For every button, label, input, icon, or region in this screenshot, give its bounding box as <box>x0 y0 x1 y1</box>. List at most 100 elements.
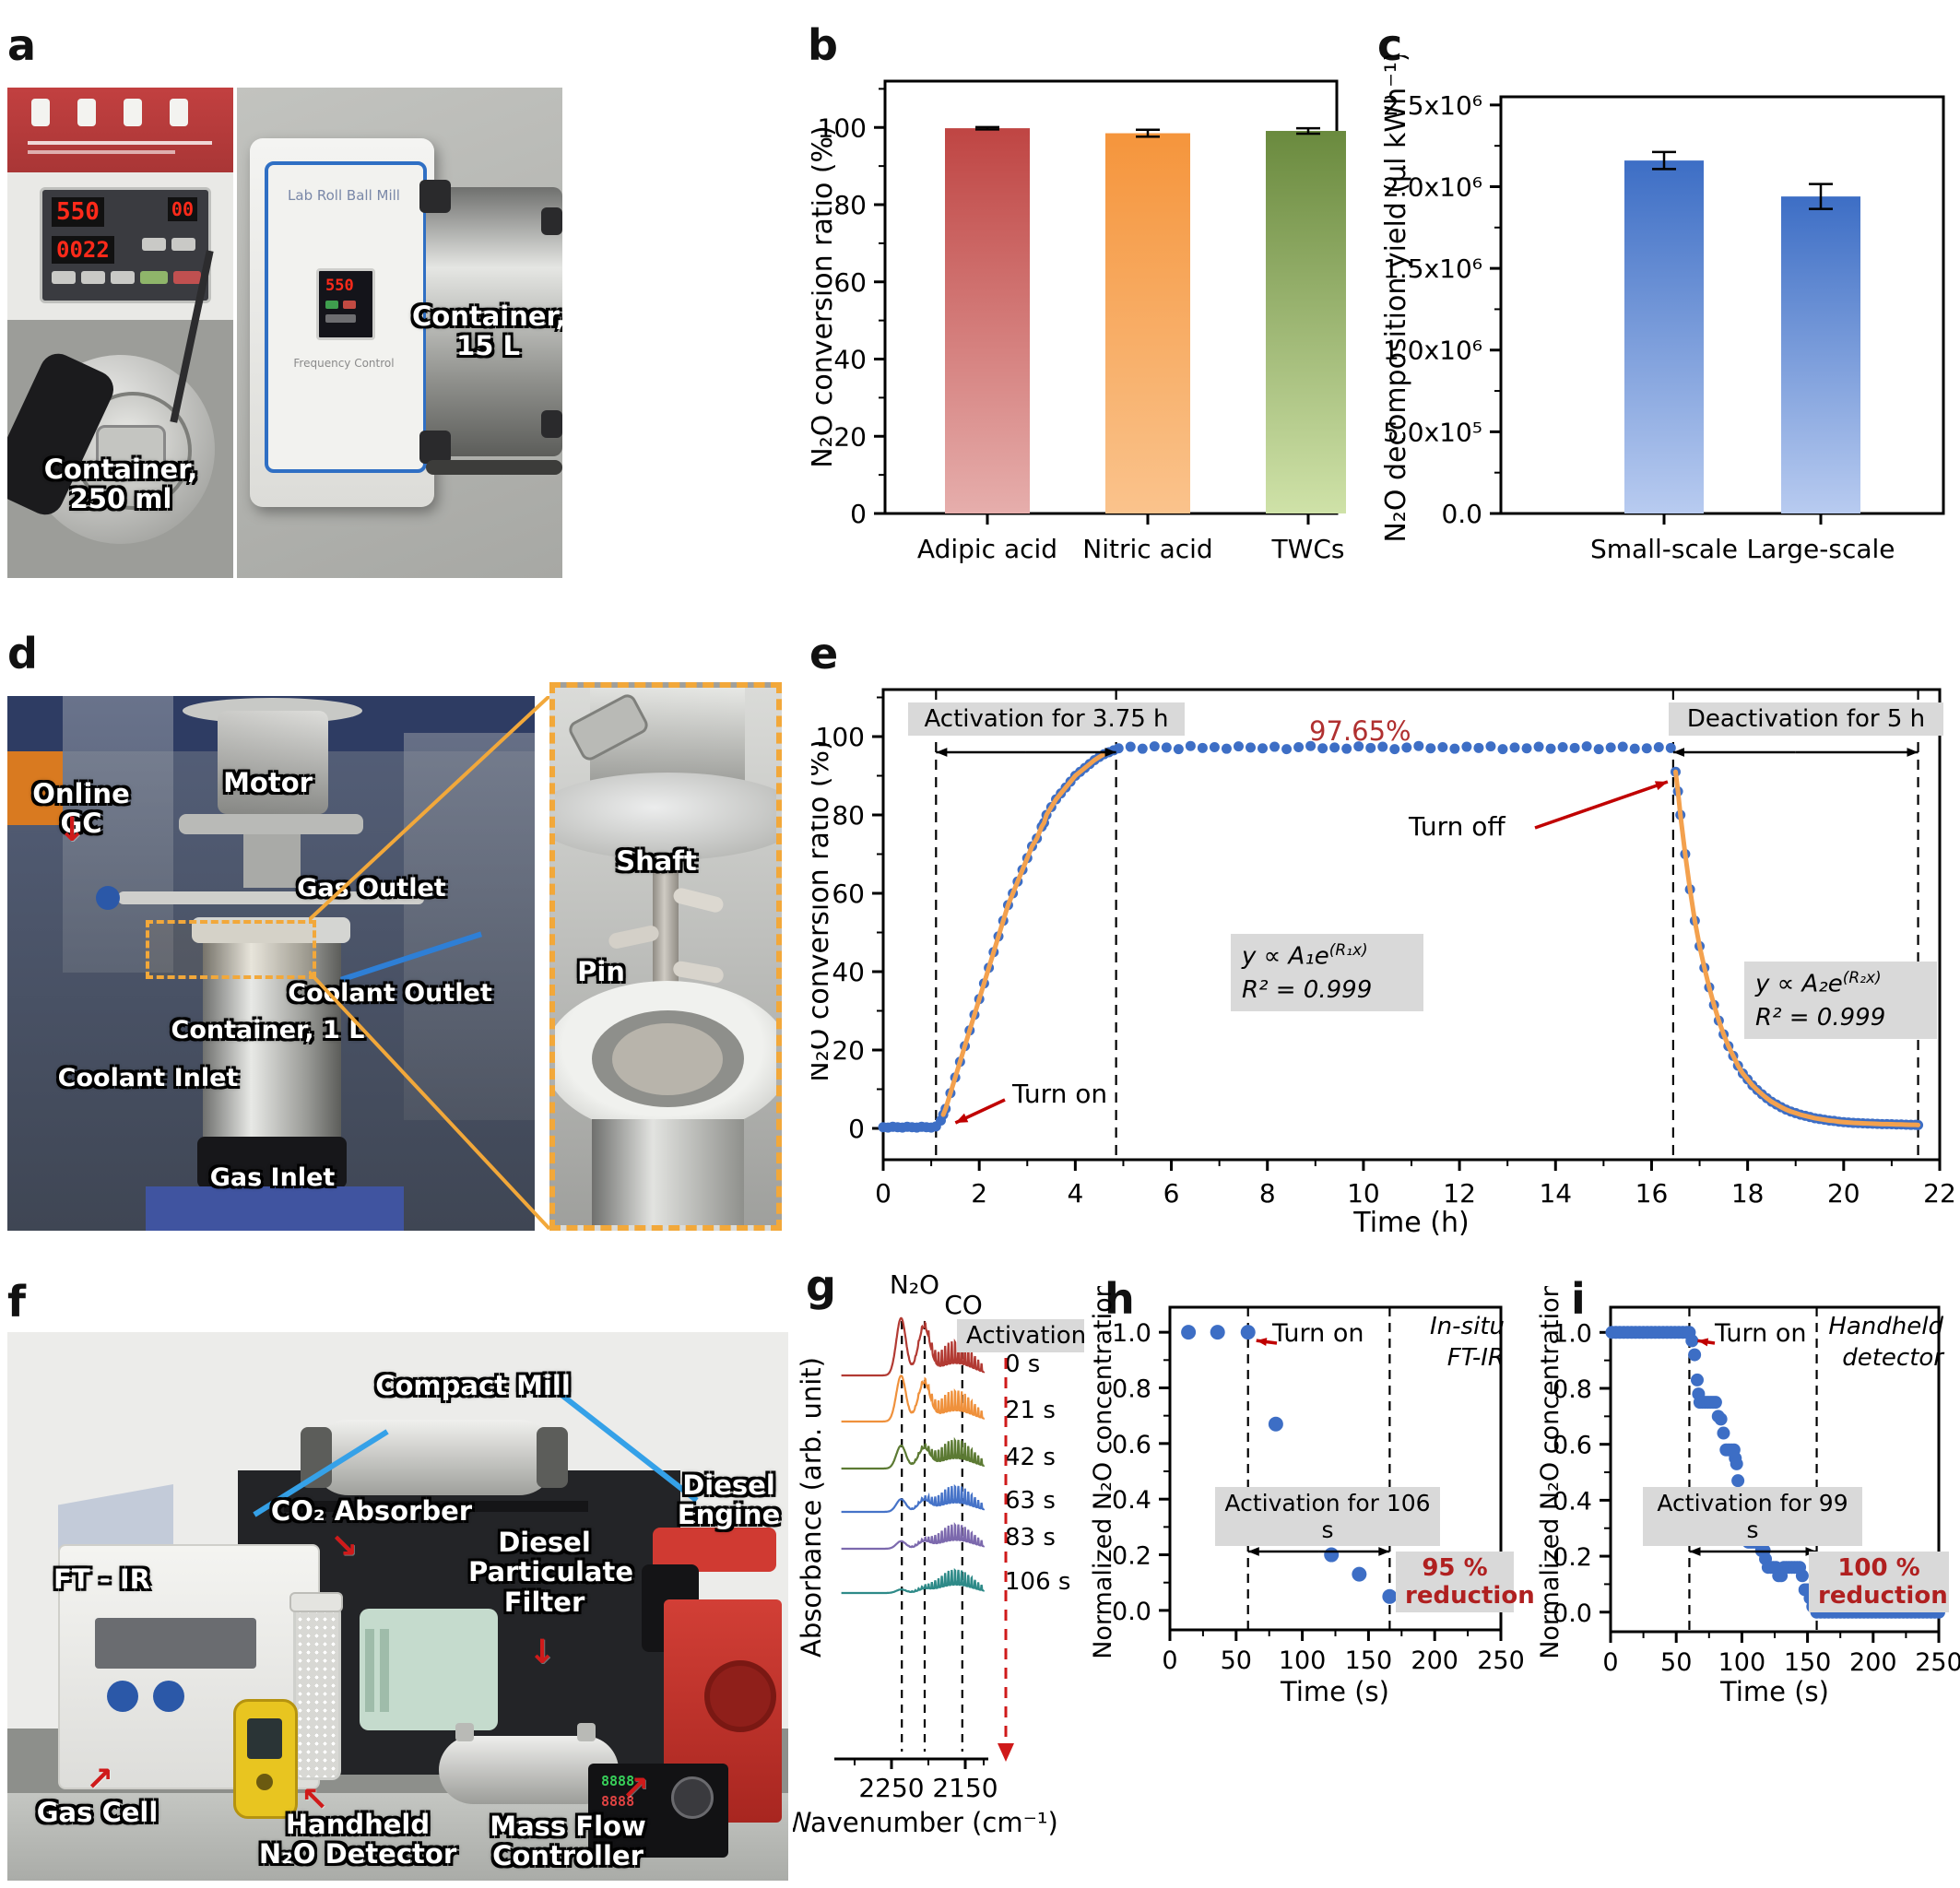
data-point <box>1401 742 1412 753</box>
frequency-display: 550 <box>316 268 375 340</box>
panel-b-letter: b <box>808 20 838 70</box>
machine-title: Lab Roll Ball Mill <box>288 187 400 204</box>
decay-fit-r2: R² = 0.999 <box>1755 1003 1886 1032</box>
x-tick-label: 2250 <box>858 1773 924 1803</box>
plot-frame <box>1609 1305 1941 1634</box>
y-tick-label: 5.0x10⁵ <box>1383 417 1482 447</box>
motor-vent <box>365 1629 374 1712</box>
i-activation-annotation: Activation for 99 s <box>1643 1487 1862 1546</box>
co2-absorber-column <box>293 1604 341 1780</box>
n2o-yield-bar-chart: N₂O decomposition yield (µl kWh⁻¹) 0.0 5.… <box>1380 51 1945 564</box>
panel-b-chart: N₂O conversion ratio (%) 0 20 40 60 80 100 Adi… <box>807 55 1351 590</box>
data-point <box>1665 742 1676 753</box>
arrow-head <box>936 748 948 757</box>
mfc-display-red: 8888 <box>601 1793 635 1810</box>
y-tick-label: 60 <box>833 267 867 298</box>
y-tick-label: 60 <box>832 879 865 909</box>
trace-time-label: 0 s <box>1005 1351 1040 1378</box>
panel-i-letter: i <box>1571 1274 1586 1324</box>
photo-stirred-reactor: Online GC ↓ Motor Gas Outlet Coolant Out… <box>7 696 535 1231</box>
y-tick-label: 0.4 <box>1553 1487 1592 1516</box>
x-tick-label: 6 <box>1163 1178 1180 1209</box>
jar-lid <box>96 425 166 473</box>
i-x-axis-title: Time (s) <box>1719 1676 1829 1707</box>
y-tick-label: 2.5x10⁶ <box>1383 90 1482 121</box>
data-point <box>1473 742 1484 753</box>
data-point <box>1269 741 1281 752</box>
y-tick-label: 1.5x10⁶ <box>1383 254 1482 284</box>
data-point <box>1545 743 1556 754</box>
data-point <box>1197 742 1208 753</box>
x-tick-label: 4 <box>1067 1178 1083 1209</box>
timer-display: 0022 <box>52 236 114 264</box>
upper-flange <box>555 773 776 860</box>
panel-g-letter: g <box>806 1261 836 1311</box>
motor-base-disc <box>179 814 363 834</box>
decay-fit-equation: y ∝ A₂e(R₂x) R² = 0.999 <box>1744 962 1937 1039</box>
co-species-label: CO <box>944 1290 983 1320</box>
data-point <box>1717 1426 1730 1440</box>
background-panel <box>404 733 535 1120</box>
x-tick-label: 2 <box>971 1178 987 1209</box>
photo-roll-ball-mill: Lab Roll Ball Mill 550 Frequency Control… <box>237 88 562 578</box>
category-label: Large-scale <box>1746 534 1895 564</box>
panel-c-letter: c <box>1377 20 1403 70</box>
y-tick-label: 0.0 <box>1112 1598 1151 1626</box>
h-turn-on-annotation: Turn on <box>1272 1319 1364 1348</box>
data-point <box>1569 742 1580 753</box>
data-point <box>1714 1412 1728 1426</box>
fit-line <box>1673 769 1921 1127</box>
data-point <box>1688 1348 1702 1362</box>
y-tick-label: 0.2 <box>1553 1543 1592 1572</box>
data-point <box>1685 1334 1699 1348</box>
activation-arrow-head <box>998 1743 1014 1762</box>
x-tick-label: 0 <box>1602 1648 1618 1677</box>
shaft-label: Shaft <box>616 845 697 877</box>
y-tick-label: 0.8 <box>1553 1375 1592 1404</box>
clamp-block <box>419 180 451 213</box>
data-point <box>1209 741 1220 752</box>
data-point <box>1240 1325 1256 1340</box>
data-point <box>1257 743 1269 754</box>
data-point <box>1382 1588 1398 1604</box>
h-y-axis-title: Normalized N₂O concentration <box>1089 1286 1117 1659</box>
x-tick-label: 100 <box>1718 1648 1766 1677</box>
data-point <box>1317 743 1328 754</box>
data-point <box>1509 742 1520 753</box>
bar-nitric-acid <box>1105 133 1190 513</box>
data-point <box>1653 741 1664 752</box>
x-tick-label: 0 <box>875 1178 891 1209</box>
category-label: TWCs <box>1271 534 1345 564</box>
conversion-time-chart: N₂O conversion ratio (%) Time (h) 020406… <box>803 688 1956 1239</box>
y-tick-label: 0.4 <box>1112 1486 1151 1515</box>
arrow-head <box>1654 781 1668 791</box>
eq1-main: y ∝ A₁e <box>1242 942 1329 971</box>
x-tick-label: 2150 <box>932 1773 998 1803</box>
plot-frame <box>1499 95 1945 515</box>
trace-time-label: 42 s <box>1005 1444 1056 1471</box>
y-tick-label: 1.0x10⁶ <box>1383 336 1482 366</box>
coolant-inlet-label: Coolant Inlet <box>57 1064 239 1092</box>
motor-body <box>218 711 328 814</box>
diesel-engine-label: Diesel Engine <box>677 1469 781 1531</box>
background-rack <box>63 696 173 973</box>
data-point <box>1113 743 1124 754</box>
arrow-head <box>1697 1338 1709 1347</box>
bar-adipic-acid <box>945 128 1030 513</box>
plot-frame <box>881 688 1942 1162</box>
handheld-arrow-icon: ↖ <box>301 1781 329 1819</box>
online-gc-arrow-icon: ↓ <box>58 811 87 849</box>
panel-button <box>111 271 135 284</box>
trace-time-label: 63 s <box>1005 1487 1056 1515</box>
bar-twcs <box>1266 131 1351 514</box>
dpf-port <box>455 1723 474 1741</box>
x-tick-label: 20 <box>1827 1178 1860 1209</box>
data-point <box>1521 743 1532 754</box>
handheld-detector-label: Handheld N₂O Detector <box>258 1809 457 1870</box>
machine-subtitle: Frequency Control <box>293 357 395 370</box>
h-x-axis-title: Time (s) <box>1280 1676 1389 1707</box>
gas-outlet-label: Gas Outlet <box>297 874 446 903</box>
y-tick-label: 0.8 <box>1112 1375 1151 1404</box>
h-method-annotation: In-situ FT-IR <box>1430 1313 1505 1372</box>
